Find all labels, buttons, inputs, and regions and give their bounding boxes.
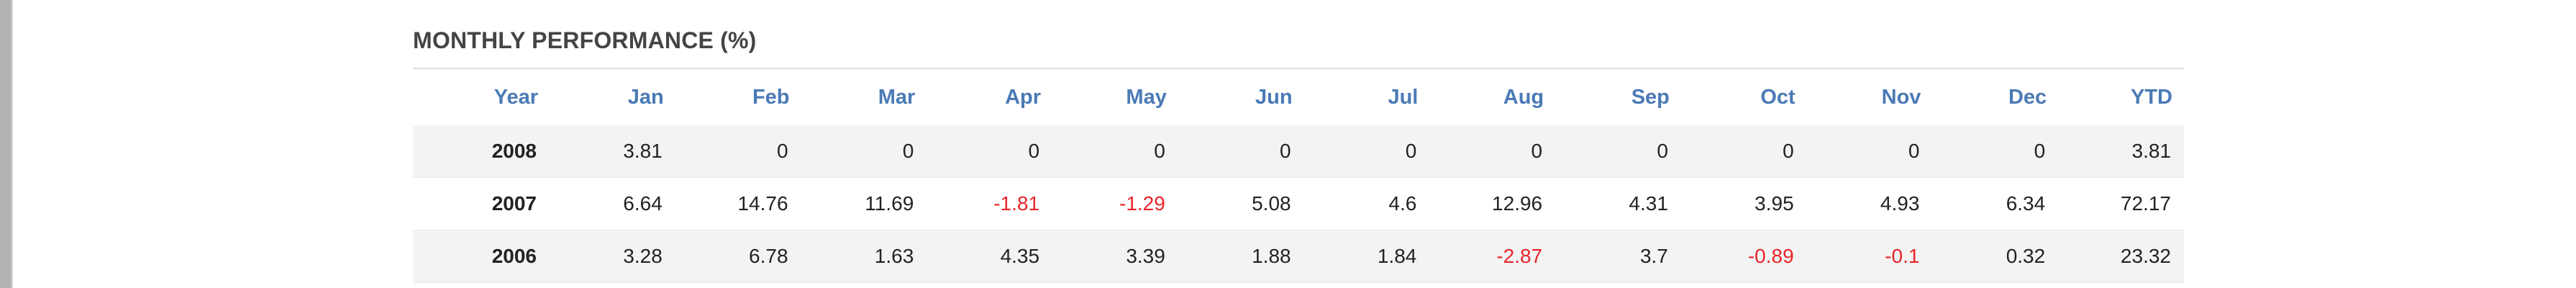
- value-cell: 0: [927, 125, 1053, 178]
- column-header-jan: Jan: [627, 85, 664, 109]
- value-cell: 6.34: [1932, 177, 2059, 230]
- value-cell: 12.96: [1429, 177, 1556, 230]
- value-cell: 0: [1429, 125, 1556, 178]
- table-row: 2007 6.64 14.76 11.69 -1.81 -1.29 5.08 4…: [413, 177, 2184, 230]
- panel-title: MONTHLY PERFORMANCE (%): [413, 26, 2184, 69]
- table-row: 2008 3.81 0 0 0 0 0 0 0 0 0 0 0 3.81: [413, 125, 2184, 178]
- value-cell: 4.6: [1303, 177, 1430, 230]
- value-cell: 0: [1178, 125, 1304, 178]
- column-header-may: May: [1126, 85, 1167, 109]
- column-header-mar: Mar: [878, 85, 916, 109]
- value-cell: 4.93: [1806, 177, 1933, 230]
- row-year-cell: 2006: [413, 230, 550, 283]
- value-cell: 3.28: [550, 230, 675, 283]
- window-left-border: [0, 0, 13, 288]
- value-cell: 5.08: [1178, 177, 1304, 230]
- row-year-cell: 2008: [413, 125, 550, 178]
- value-cell: -1.81: [927, 177, 1053, 230]
- value-cell: 11.69: [801, 177, 927, 230]
- column-header-jul: Jul: [1388, 85, 1419, 109]
- value-cell: 6.64: [550, 177, 675, 230]
- value-cell: -0.89: [1680, 230, 1807, 283]
- column-header-apr: Apr: [1005, 85, 1042, 109]
- table-header-row: Year Jan Feb Mar Apr May Jun Jul Aug Sep…: [413, 69, 2184, 125]
- monthly-performance-table: Year Jan Feb Mar Apr May Jun Jul Aug Sep…: [413, 69, 2184, 283]
- column-header-jun: Jun: [1255, 85, 1293, 109]
- value-cell: 3.95: [1680, 177, 1807, 230]
- column-header-nov: Nov: [1881, 85, 1921, 109]
- value-cell: -2.87: [1429, 230, 1556, 283]
- column-header-aug: Aug: [1503, 85, 1544, 109]
- monthly-performance-panel: MONTHLY PERFORMANCE (%) Year Jan Feb Mar…: [413, 26, 2184, 283]
- column-header-year: Year: [493, 85, 538, 109]
- ytd-cell: 3.81: [2058, 125, 2184, 178]
- value-cell: 14.76: [675, 177, 801, 230]
- value-cell: 0: [1680, 125, 1807, 178]
- value-cell: 0: [1806, 125, 1933, 178]
- value-cell: -1.29: [1052, 177, 1178, 230]
- value-cell: 1.63: [801, 230, 927, 283]
- ytd-cell: 23.32: [2058, 230, 2184, 283]
- value-cell: 3.39: [1052, 230, 1178, 283]
- value-cell: 0: [675, 125, 801, 178]
- value-cell: 0: [801, 125, 927, 178]
- value-cell: 0: [1555, 125, 1681, 178]
- column-header-feb: Feb: [752, 85, 790, 109]
- column-header-dec: Dec: [2008, 85, 2047, 109]
- value-cell: 0: [1052, 125, 1178, 178]
- value-cell: 3.81: [550, 125, 675, 178]
- value-cell: 0: [1303, 125, 1430, 178]
- value-cell: 0.32: [1932, 230, 2059, 283]
- row-year-cell: 2007: [413, 177, 550, 230]
- value-cell: -0.1: [1806, 230, 1933, 283]
- value-cell: 1.88: [1178, 230, 1304, 283]
- value-cell: 4.35: [927, 230, 1053, 283]
- column-header-oct: Oct: [1760, 85, 1796, 109]
- value-cell: 3.7: [1555, 230, 1681, 283]
- column-header-sep: Sep: [1631, 85, 1670, 109]
- value-cell: 1.84: [1303, 230, 1430, 283]
- table-row: 2006 3.28 6.78 1.63 4.35 3.39 1.88 1.84 …: [413, 230, 2184, 283]
- ytd-cell: 72.17: [2058, 177, 2184, 230]
- value-cell: 0: [1932, 125, 2059, 178]
- value-cell: 4.31: [1555, 177, 1681, 230]
- column-header-ytd: YTD: [2131, 85, 2172, 109]
- value-cell: 6.78: [675, 230, 801, 283]
